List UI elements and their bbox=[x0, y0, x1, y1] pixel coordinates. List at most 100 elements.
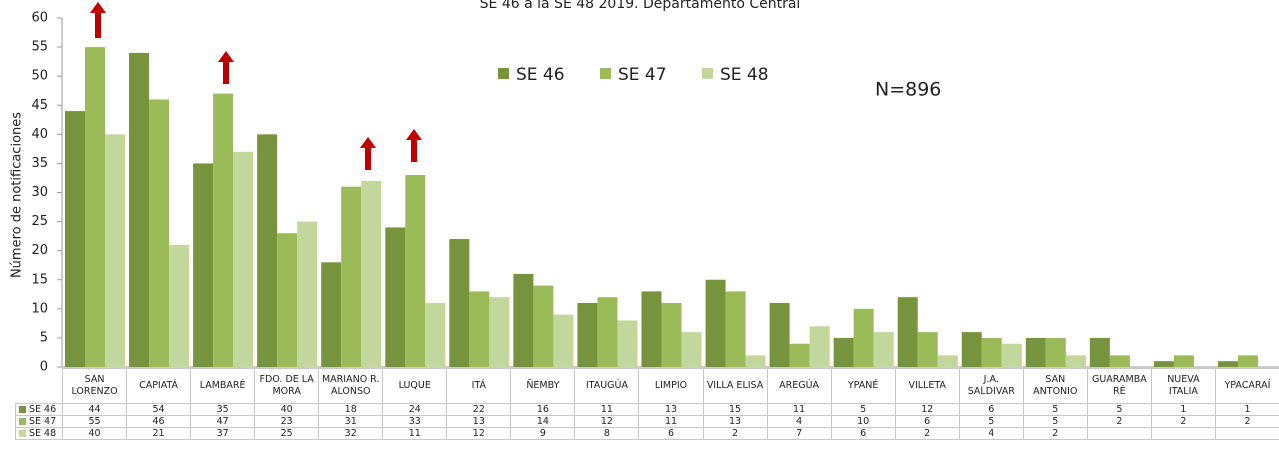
bar bbox=[297, 221, 318, 367]
series-name: SE 46 bbox=[29, 403, 57, 415]
table-value bbox=[1086, 427, 1152, 440]
bar bbox=[661, 303, 682, 367]
bar bbox=[641, 291, 662, 367]
table-value: 6 bbox=[830, 427, 896, 440]
x-tick-label: LIMPIO bbox=[638, 368, 704, 404]
bar bbox=[1153, 361, 1174, 367]
y-tick-label: 30 bbox=[31, 185, 48, 200]
series-name: SE 47 bbox=[29, 415, 57, 427]
y-tick-label: 45 bbox=[31, 98, 48, 113]
y-tick-label: 10 bbox=[31, 301, 48, 316]
legend-label: SE 46 bbox=[516, 65, 565, 85]
y-tick-label: 55 bbox=[31, 40, 48, 55]
bar bbox=[489, 297, 510, 367]
bar bbox=[1109, 355, 1130, 367]
table-value: 11 bbox=[382, 427, 448, 440]
table-value: 6 bbox=[638, 427, 704, 440]
bar bbox=[257, 134, 278, 367]
table-value: 4 bbox=[958, 427, 1024, 440]
bar bbox=[1173, 355, 1194, 367]
bar bbox=[917, 332, 938, 367]
bar bbox=[321, 262, 342, 367]
legend-label: SE 47 bbox=[618, 65, 667, 85]
bar bbox=[533, 285, 554, 367]
bar bbox=[681, 332, 702, 367]
bar bbox=[149, 99, 170, 367]
table-value: 2 bbox=[1022, 427, 1088, 440]
x-tick-label: LAMBARÉ bbox=[190, 368, 256, 404]
y-tick-label: 15 bbox=[31, 272, 48, 287]
table-value: 7 bbox=[766, 427, 832, 440]
y-tick-label: 20 bbox=[31, 243, 48, 258]
x-tick-label: ITÁ bbox=[446, 368, 512, 404]
legend-swatch bbox=[19, 418, 26, 425]
bar bbox=[193, 163, 214, 367]
bar bbox=[361, 180, 382, 367]
y-axis-label: Número de notificaciones bbox=[10, 112, 25, 278]
bar bbox=[725, 291, 746, 367]
table-value: 2 bbox=[702, 427, 768, 440]
bar bbox=[105, 134, 126, 367]
bar bbox=[897, 297, 918, 367]
bar bbox=[1217, 361, 1238, 367]
x-tick-label: SAN LORENZO bbox=[62, 368, 128, 404]
legend-swatch bbox=[19, 430, 26, 437]
bar bbox=[553, 314, 574, 367]
bar bbox=[129, 52, 150, 368]
chart-title: SE 46 a la SE 48 2019. Departamento Cent… bbox=[480, 0, 801, 12]
bar bbox=[1065, 355, 1086, 367]
legend-swatch bbox=[19, 406, 26, 413]
x-tick-label: LUQUE bbox=[382, 368, 448, 404]
bar bbox=[853, 308, 874, 367]
table-value: 25 bbox=[254, 427, 320, 440]
bar bbox=[513, 273, 534, 367]
bar bbox=[809, 326, 830, 367]
x-tick-label: NUEVA ITALIA bbox=[1150, 368, 1216, 404]
table-series-label: SE 48 bbox=[15, 427, 63, 440]
bar bbox=[937, 355, 958, 367]
table-value: 2 bbox=[894, 427, 960, 440]
bar bbox=[961, 332, 982, 367]
table-value: 37 bbox=[190, 427, 256, 440]
bar bbox=[1089, 337, 1110, 367]
legend-swatch bbox=[498, 68, 509, 79]
table-value: 8 bbox=[574, 427, 640, 440]
x-tick-label: AREGÚA bbox=[766, 368, 832, 404]
bar bbox=[425, 303, 446, 367]
bar bbox=[213, 93, 234, 367]
legend-swatch bbox=[702, 68, 713, 79]
bar bbox=[981, 337, 1002, 367]
y-tick-label: 25 bbox=[31, 214, 48, 229]
bar bbox=[1045, 337, 1066, 367]
bar bbox=[65, 111, 86, 367]
x-tick-label: VILLA ELISA bbox=[702, 368, 768, 404]
bar bbox=[405, 175, 426, 367]
x-tick-label: YPACARAÍ bbox=[1214, 368, 1279, 404]
bar bbox=[277, 233, 298, 367]
table-value: 12 bbox=[446, 427, 512, 440]
bar bbox=[341, 186, 362, 367]
x-tick-label: YPANÉ bbox=[830, 368, 896, 404]
table-value: 21 bbox=[126, 427, 192, 440]
bar bbox=[85, 47, 106, 367]
bar bbox=[169, 244, 190, 367]
series-name: SE 48 bbox=[29, 427, 57, 439]
bar bbox=[233, 151, 254, 367]
legend-swatch bbox=[600, 68, 611, 79]
y-tick-label: 60 bbox=[31, 11, 48, 26]
bar bbox=[769, 303, 790, 367]
legend-label: SE 48 bbox=[720, 65, 769, 85]
x-tick-label: CAPIATÁ bbox=[126, 368, 192, 404]
bar bbox=[1025, 337, 1046, 367]
table-value: 40 bbox=[62, 427, 128, 440]
bar bbox=[449, 239, 470, 367]
bar bbox=[617, 320, 638, 367]
y-tick-label: 0 bbox=[40, 360, 48, 375]
x-tick-label: VILLETA bbox=[894, 368, 960, 404]
x-tick-label: ITAUGÚA bbox=[574, 368, 640, 404]
annotation: N=896 bbox=[875, 79, 941, 101]
bar bbox=[1001, 343, 1022, 367]
bar bbox=[873, 332, 894, 367]
y-tick-label: 50 bbox=[31, 69, 48, 84]
